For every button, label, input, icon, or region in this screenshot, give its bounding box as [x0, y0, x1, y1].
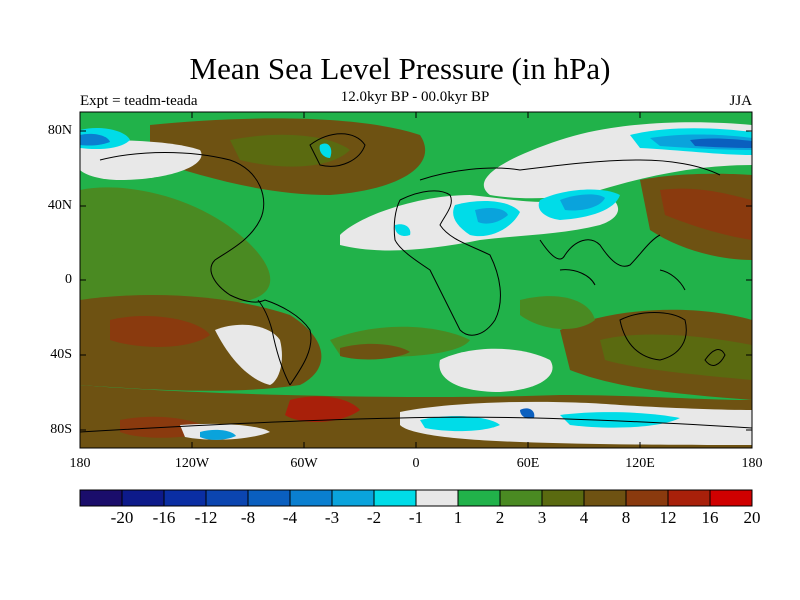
- colorbar-tick-label: -3: [324, 508, 340, 527]
- lat-label-40s: 40S: [50, 347, 72, 362]
- lat-label-0: 0: [65, 272, 72, 287]
- lon-label-180w: 180: [69, 456, 91, 471]
- colorbar-swatch: [121, 489, 165, 507]
- colorbar-swatch: [373, 489, 417, 507]
- lat-label-40n: 40N: [47, 198, 72, 213]
- lon-label-120e: 120E: [625, 456, 655, 471]
- lon-label-60e: 60E: [516, 456, 540, 471]
- colorbar: [79, 489, 753, 507]
- colorbar-swatch: [331, 489, 375, 507]
- season-label: JJA: [729, 93, 752, 109]
- colorbar-tick-label: 8: [621, 508, 631, 527]
- colorbar-tick-label: 1: [453, 508, 463, 527]
- colorbar-swatch: [541, 489, 585, 507]
- colorbar-swatch: [415, 489, 459, 507]
- colorbar-swatch: [289, 489, 333, 507]
- colorbar-swatch: [205, 489, 249, 507]
- pressure-field: [80, 112, 752, 448]
- colorbar-tick-label: 16: [701, 508, 719, 527]
- colorbar-swatch: [625, 489, 669, 507]
- coastlines: [80, 133, 752, 433]
- colorbar-tick-label: -1: [408, 508, 424, 527]
- colorbar-swatch: [79, 489, 123, 507]
- colorbar-tick-label: -2: [366, 508, 382, 527]
- colorbar-tick-label: -4: [282, 508, 298, 527]
- colorbar-tick-label: -12: [194, 508, 218, 527]
- map-title: Mean Sea Level Pressure (in hPa): [189, 51, 611, 86]
- colorbar-tick-label: -20: [110, 508, 134, 527]
- colorbar-tick-label: 2: [495, 508, 505, 527]
- colorbar-tick-label: 3: [537, 508, 547, 527]
- lon-label-0: 0: [412, 456, 420, 471]
- colorbar-swatch: [247, 489, 291, 507]
- axis-ticks: [80, 112, 752, 448]
- period-label: 12.0kyr BP - 00.0kyr BP: [340, 89, 490, 105]
- lat-label-80n: 80N: [47, 123, 72, 138]
- lon-label-120w: 120W: [174, 456, 210, 471]
- colorbar-swatch: [583, 489, 627, 507]
- colorbar-tick-label: 20: [743, 508, 761, 527]
- colorbar-swatch: [667, 489, 711, 507]
- lon-label-60w: 60W: [290, 456, 318, 471]
- colorbar-swatch: [163, 489, 207, 507]
- lat-label-80s: 80S: [50, 422, 72, 437]
- experiment-label: Expt = teadm-teada: [80, 93, 198, 109]
- lon-label-180e: 180: [741, 456, 763, 471]
- colorbar-tick-label: -16: [152, 508, 176, 527]
- colorbar-tick-label: 12: [659, 508, 677, 527]
- colorbar-swatch: [499, 489, 543, 507]
- colorbar-swatch: [709, 489, 753, 507]
- colorbar-swatch: [457, 489, 501, 507]
- colorbar-tick-label: -8: [240, 508, 256, 527]
- colorbar-tick-label: 4: [579, 508, 589, 527]
